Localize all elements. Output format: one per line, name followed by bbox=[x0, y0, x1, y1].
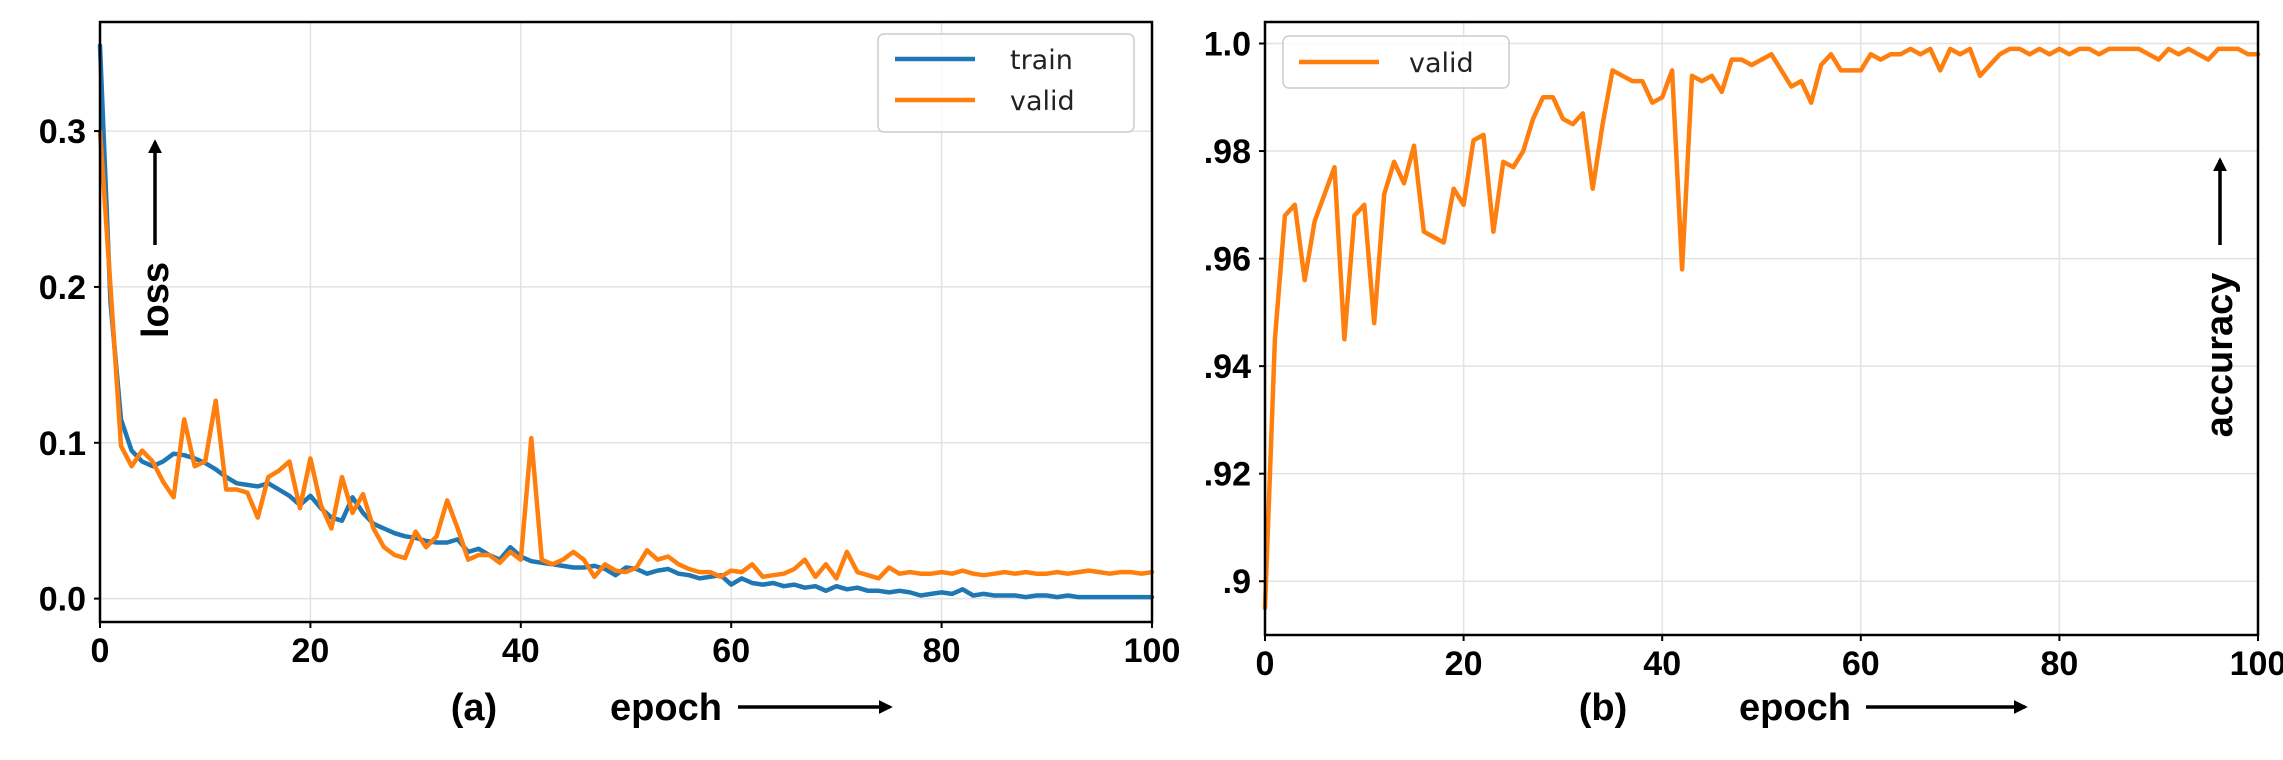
loss-chart-ticks: 0 20 40 60 80 100 0.0 0.1 0.2 0.3 bbox=[39, 113, 1181, 670]
x-tick-label: 0 bbox=[91, 632, 110, 670]
accuracy-chart-series bbox=[1262, 46, 2261, 611]
y-tick-label: .96 bbox=[1204, 241, 1251, 279]
x-tick-label: 60 bbox=[1842, 645, 1880, 683]
y-tick-label: 0.3 bbox=[39, 113, 86, 151]
x-tick-label: 80 bbox=[2040, 645, 2078, 683]
accuracy-chart-grid bbox=[1264, 22, 2259, 635]
x-tick-label: 100 bbox=[2230, 645, 2283, 683]
x-axis-label: epoch bbox=[1739, 687, 1851, 729]
accuracy-chart-ticks: 0 20 40 60 80 100 .9 .92 .94 .96 .98 1.0 bbox=[1204, 26, 2283, 683]
y-tick-label: .92 bbox=[1204, 456, 1251, 494]
series-line-valid bbox=[1262, 46, 2261, 611]
x-tick-label: 40 bbox=[1643, 645, 1681, 683]
x-tick-label: 100 bbox=[1124, 632, 1181, 670]
x-axis-label: epoch bbox=[610, 687, 722, 729]
x-tick-label: 20 bbox=[1445, 645, 1483, 683]
y-tick-label: .9 bbox=[1223, 563, 1251, 601]
x-tick-label: 20 bbox=[291, 632, 329, 670]
x-tick-label: 0 bbox=[1256, 645, 1275, 683]
accuracy-chart-legend: valid bbox=[1282, 35, 1510, 89]
loss-chart-panel: 0 20 40 60 80 100 0.0 0.1 0.2 0.3 train valid los… bbox=[39, 20, 1181, 729]
x-tick-label: 60 bbox=[712, 632, 750, 670]
accuracy-chart-plot-frame bbox=[1263, 20, 2260, 637]
loss-chart-plot-frame bbox=[98, 20, 1154, 624]
y-axis-label: accuracy bbox=[2199, 273, 2241, 438]
panel-label: (b) bbox=[1579, 687, 1628, 729]
y-tick-label: 0.0 bbox=[39, 581, 86, 619]
legend-label-train: train bbox=[1010, 45, 1073, 76]
y-tick-label: .94 bbox=[1204, 348, 1251, 386]
series-line-train bbox=[97, 43, 1155, 600]
y-axis-label: loss bbox=[135, 262, 177, 338]
y-tick-label: 0.1 bbox=[39, 425, 86, 463]
panel-label: (a) bbox=[451, 687, 497, 729]
legend-box bbox=[1282, 35, 1510, 89]
loss-chart-legend: train valid bbox=[877, 33, 1135, 133]
accuracy-chart-panel: 0 20 40 60 80 100 .9 .92 .94 .96 .98 1.0 valid accu… bbox=[1204, 20, 2283, 729]
y-tick-label: 0.2 bbox=[39, 269, 86, 307]
legend-box bbox=[877, 33, 1135, 133]
legend-label-valid: valid bbox=[1409, 48, 1474, 79]
legend-label-valid: valid bbox=[1010, 86, 1075, 117]
x-tick-label: 80 bbox=[923, 632, 961, 670]
x-tick-label: 40 bbox=[502, 632, 540, 670]
y-tick-label: .98 bbox=[1204, 133, 1251, 171]
loss-chart-series bbox=[97, 43, 1155, 600]
y-tick-label: 1.0 bbox=[1204, 26, 1251, 64]
series-line-valid bbox=[97, 128, 1155, 581]
